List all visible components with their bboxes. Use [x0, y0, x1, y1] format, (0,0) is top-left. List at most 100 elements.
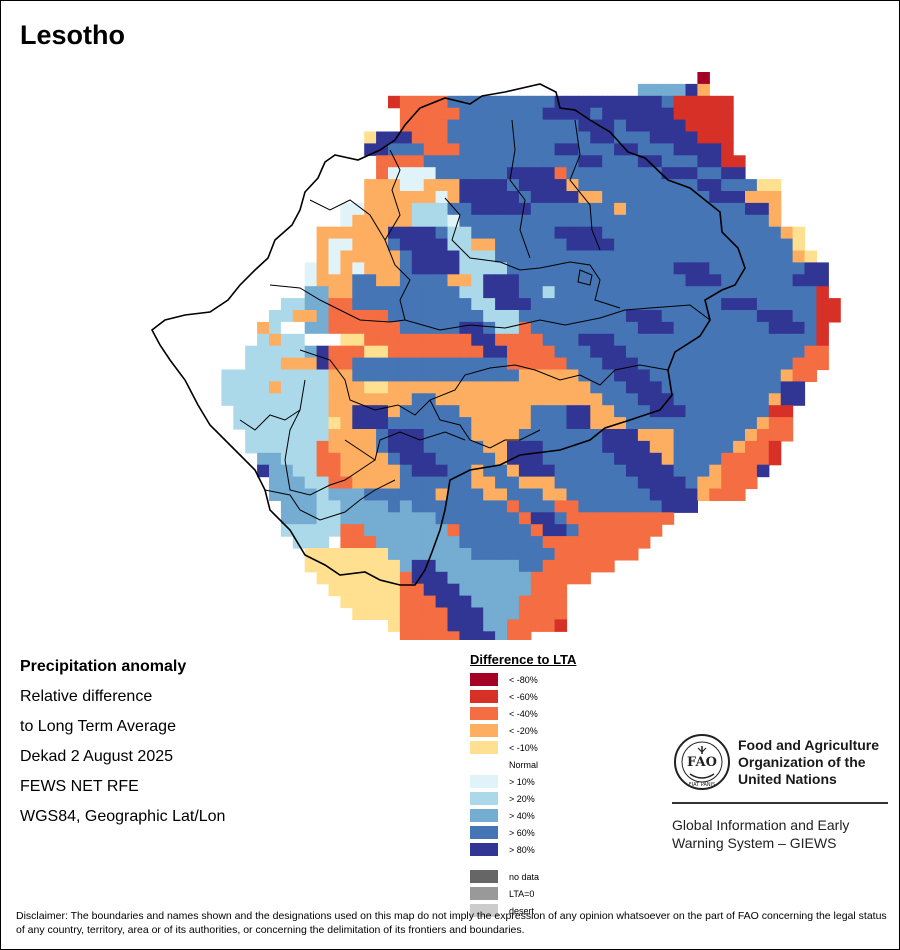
raster-cell — [733, 429, 746, 442]
raster-cell — [435, 476, 449, 490]
raster-cell — [459, 298, 472, 311]
raster-cell — [507, 167, 520, 180]
raster-cell — [816, 345, 829, 359]
raster-cell — [507, 191, 520, 204]
raster-cell — [566, 143, 579, 156]
raster-cell — [399, 559, 413, 573]
raster-cell — [661, 417, 675, 430]
raster-cell — [495, 286, 508, 299]
raster-cell — [792, 226, 806, 240]
raster-cell — [340, 429, 353, 442]
raster-cell — [364, 429, 377, 442]
raster-cell — [709, 488, 722, 501]
raster-cell — [804, 321, 817, 335]
raster-cell — [447, 131, 460, 144]
raster-cell — [435, 345, 449, 359]
raster-cell — [554, 167, 568, 180]
raster-cell — [376, 155, 389, 168]
raster-cell — [245, 393, 258, 406]
raster-cell — [423, 167, 437, 180]
raster-cell — [316, 333, 330, 347]
raster-cell — [447, 286, 460, 299]
raster-cell — [411, 619, 425, 632]
raster-cell — [411, 179, 425, 192]
raster-cell — [602, 179, 615, 192]
raster-cell — [459, 191, 472, 204]
raster-cell — [352, 250, 365, 263]
raster-cell — [471, 595, 484, 609]
raster-cell — [756, 298, 770, 311]
raster-cell — [673, 179, 687, 192]
raster-cell — [328, 429, 341, 442]
raster-cell — [423, 452, 437, 466]
raster-cell — [685, 95, 698, 109]
raster-cell — [447, 119, 460, 133]
raster-cell — [554, 226, 568, 240]
raster-cell — [411, 417, 425, 430]
raster-cell — [328, 369, 341, 382]
raster-cell — [435, 167, 449, 180]
raster-cell — [507, 202, 520, 216]
raster-cell — [554, 536, 568, 549]
legend-class-label: > 40% — [509, 810, 535, 821]
raster-cell — [673, 393, 687, 406]
raster-cell — [411, 357, 425, 371]
raster-cell — [721, 226, 734, 240]
legend-class-label: > 10% — [509, 776, 535, 787]
legend-class-label: Normal — [509, 759, 539, 770]
raster-cell — [745, 393, 758, 406]
raster-cell — [399, 619, 413, 632]
raster-cell — [340, 369, 353, 382]
raster-cell — [554, 512, 568, 525]
raster-cell — [602, 155, 615, 168]
raster-cell — [602, 452, 615, 466]
raster-cell — [554, 155, 568, 168]
raster-cell — [376, 179, 389, 192]
raster-cell — [530, 310, 544, 323]
raster-cell — [364, 536, 377, 549]
raster-cell — [626, 476, 639, 490]
raster-cell — [483, 369, 496, 382]
raster-cell — [614, 107, 627, 121]
raster-cell — [376, 559, 389, 573]
raster-cell — [423, 536, 437, 549]
raster-cell — [768, 357, 782, 371]
raster-cell — [495, 524, 508, 537]
raster-cell — [602, 429, 615, 442]
raster-cell — [709, 393, 722, 406]
raster-cell — [459, 500, 472, 513]
raster-cell — [280, 417, 294, 430]
raster-cell — [530, 393, 544, 406]
raster-cell — [614, 333, 627, 347]
raster-cell — [316, 393, 330, 406]
raster-cell — [269, 393, 282, 406]
raster-cell — [745, 369, 758, 382]
raster-cell — [661, 440, 675, 454]
raster-cell — [518, 381, 532, 394]
raster-cell — [673, 202, 687, 216]
raster-cell — [257, 464, 270, 478]
raster-cell — [518, 429, 532, 442]
raster-cell — [566, 286, 579, 299]
raster-cell — [459, 226, 472, 240]
raster-cell — [602, 250, 615, 263]
raster-cell — [745, 429, 758, 442]
raster-cell — [292, 310, 306, 323]
raster-cell — [316, 238, 330, 252]
raster-cell — [518, 131, 532, 144]
raster-cell — [554, 619, 568, 632]
raster-cell — [649, 417, 663, 430]
raster-cell — [518, 369, 532, 382]
raster-cell — [590, 452, 603, 466]
raster-cell — [411, 524, 425, 537]
raster-cell — [352, 583, 365, 597]
raster-cell — [376, 298, 389, 311]
raster-cell — [542, 500, 556, 513]
raster-cell — [530, 202, 544, 216]
raster-cell — [673, 226, 687, 240]
raster-cell — [626, 536, 639, 549]
raster-cell — [637, 357, 651, 371]
raster-cell — [399, 274, 413, 287]
raster-cell — [340, 357, 353, 371]
raster-cell — [792, 262, 806, 275]
